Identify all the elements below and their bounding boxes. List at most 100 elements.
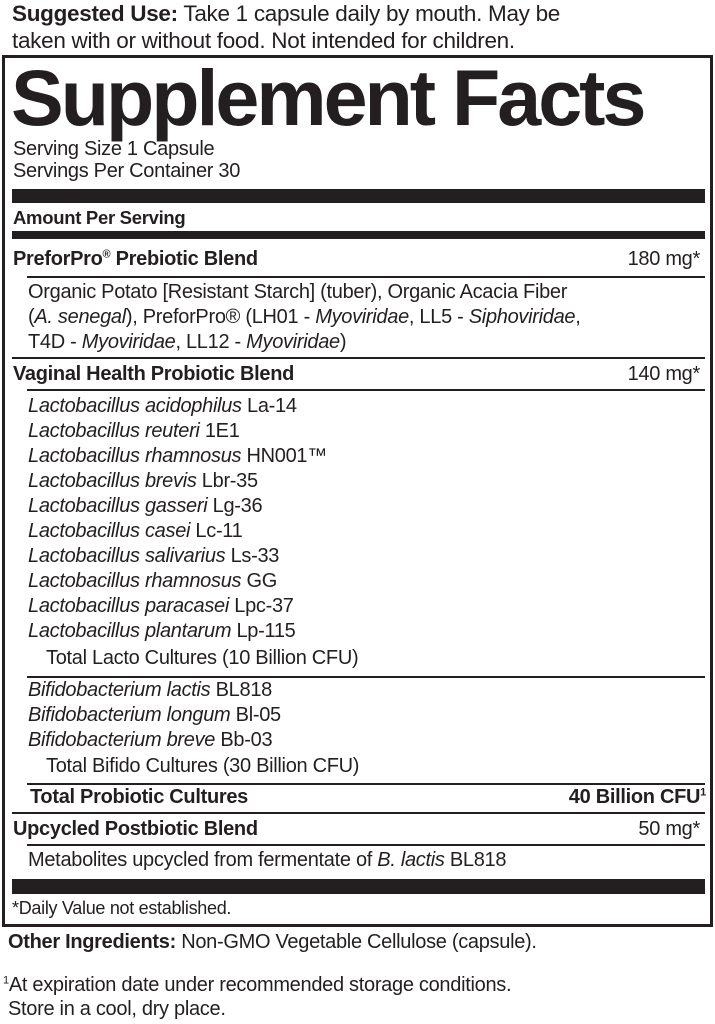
total-probiotic-name: Total Probiotic Cultures bbox=[30, 786, 248, 808]
species-name: Bifidobacterium lactis bbox=[28, 679, 211, 701]
strain-code: Lp-115 bbox=[231, 620, 296, 642]
species-name: Lactobacillus casei bbox=[28, 520, 191, 542]
divider bbox=[27, 389, 705, 391]
strain-item: Lactobacillus rhamnosus HN001™ bbox=[28, 444, 327, 469]
footnote: 1At expiration date under recommended st… bbox=[3, 973, 512, 1021]
other-ingredients: Other Ingredients: Non-GMO Vegetable Cel… bbox=[8, 930, 537, 955]
strain-code: Lbr-35 bbox=[196, 470, 258, 492]
thick-divider bbox=[12, 189, 705, 203]
suggested-use: Suggested Use: Take 1 capsule daily by m… bbox=[12, 0, 560, 54]
total-bifido: Total Bifido Cultures (30 Billion CFU) bbox=[46, 755, 360, 777]
registered-mark: ® bbox=[102, 248, 111, 261]
strain-code: Lc-11 bbox=[190, 520, 243, 542]
suggested-use-line2: taken with or without food. Not intended… bbox=[12, 28, 515, 53]
divider bbox=[27, 844, 705, 846]
species-name: Lactobacillus brevis bbox=[28, 470, 197, 492]
strain-code: GG bbox=[241, 570, 277, 592]
strain-item: Lactobacillus casei Lc-11 bbox=[28, 519, 243, 544]
species-name: Siphoviridae bbox=[468, 306, 576, 328]
prebiotic-ingredients-line2: (A. senegal), PreforPro® (LH01 - Myoviri… bbox=[28, 305, 581, 330]
strain-item: Bifidobacterium breve Bb-03 bbox=[28, 728, 273, 753]
strain-item: Lactobacillus plantarum Lp-115 bbox=[28, 619, 296, 644]
strain-item: Lactobacillus reuteri 1E1 bbox=[28, 419, 240, 444]
strain-item: Lactobacillus acidophilus La-14 bbox=[28, 394, 297, 419]
text-segment: , LL12 - bbox=[175, 331, 247, 353]
prebiotic-ingredients-line3: T4D - Myoviridae, LL12 - Myoviridae) bbox=[28, 330, 347, 355]
total-probiotic-value: 40 Billion CFU bbox=[568, 786, 701, 808]
postbiotic-description: Metabolites upcycled from fermentate of … bbox=[28, 848, 507, 873]
suggested-use-label: Suggested Use: bbox=[12, 1, 178, 26]
desc-strain: BL818 bbox=[444, 849, 507, 871]
postbiotic-name: Upcycled Postbiotic Blend bbox=[13, 818, 258, 840]
text-segment: ), PreforPro® (LH01 - bbox=[125, 306, 316, 328]
prebiotic-blend-name: PreforPro® Prebiotic Blend bbox=[13, 247, 258, 272]
text-segment: , bbox=[575, 306, 581, 328]
species-name: Lactobacillus gasseri bbox=[28, 495, 208, 517]
desc-species: B. lactis bbox=[377, 849, 445, 871]
footnote-line1: At expiration date under recommended sto… bbox=[8, 974, 512, 996]
strain-item: Bifidobacterium longum Bl-05 bbox=[28, 703, 281, 728]
strain-code: Lpc-37 bbox=[229, 595, 294, 617]
prebiotic-amount: 180 mg* bbox=[627, 248, 701, 270]
footnote-mark: 1 bbox=[700, 786, 706, 799]
strain-item: Lactobacillus brevis Lbr-35 bbox=[28, 469, 258, 494]
other-ingredients-label: Other Ingredients: bbox=[8, 931, 176, 953]
prebiotic-name: PreforPro bbox=[13, 248, 103, 270]
total-probiotic-amount: 40 Billion CFU1 bbox=[569, 785, 706, 810]
species-name: Myoviridae bbox=[81, 331, 176, 353]
divider bbox=[12, 357, 705, 359]
strain-item: Lactobacillus paracasei Lpc-37 bbox=[28, 594, 294, 619]
text-segment: ) bbox=[339, 331, 347, 353]
other-ingredients-text: Non-GMO Vegetable Cellulose (capsule). bbox=[175, 931, 537, 953]
text-segment: ( bbox=[28, 306, 35, 328]
thick-divider bbox=[12, 879, 705, 894]
amount-per-serving: Amount Per Serving bbox=[13, 207, 186, 228]
strain-code: 1E1 bbox=[199, 420, 240, 442]
prebiotic-ingredients-line1: Organic Potato [Resistant Starch] (tuber… bbox=[28, 281, 568, 303]
prebiotic-name-rest: Prebiotic Blend bbox=[110, 248, 259, 270]
species-name: Myoviridae bbox=[315, 306, 409, 328]
suggested-use-line1: Take 1 capsule daily by mouth. May be bbox=[183, 1, 560, 26]
species-name: Lactobacillus salivarius bbox=[28, 545, 226, 567]
species-name: Lactobacillus reuteri bbox=[28, 420, 200, 442]
footnote-line2: Store in a cool, dry place. bbox=[8, 998, 226, 1020]
medium-divider bbox=[12, 231, 705, 239]
species-name: Lactobacillus acidophilus bbox=[28, 395, 242, 417]
strain-code: BL818 bbox=[210, 679, 273, 701]
supplement-facts-panel bbox=[2, 55, 713, 927]
strain-item: Lactobacillus rhamnosus GG bbox=[28, 569, 277, 594]
daily-value-note: *Daily Value not established. bbox=[12, 898, 232, 918]
divider bbox=[12, 812, 705, 814]
strain-item: Lactobacillus gasseri Lg-36 bbox=[28, 494, 263, 519]
strain-code: Bl-05 bbox=[230, 704, 282, 726]
total-lacto: Total Lacto Cultures (10 Billion CFU) bbox=[46, 647, 359, 669]
vaginal-blend-name: Vaginal Health Probiotic Blend bbox=[13, 363, 295, 385]
strain-code: HN001™ bbox=[241, 445, 327, 467]
panel-title: Supplement Facts bbox=[11, 53, 646, 142]
strain-item: Bifidobacterium lactis BL818 bbox=[28, 678, 272, 703]
postbiotic-amount: 50 mg* bbox=[638, 818, 700, 840]
serving-size: Serving Size 1 Capsule bbox=[13, 138, 215, 160]
footnote-mark: 1 bbox=[3, 974, 9, 987]
species-name: Bifidobacterium breve bbox=[28, 729, 216, 751]
divider bbox=[27, 676, 705, 678]
desc-text: Metabolites upcycled from fermentate of bbox=[28, 849, 378, 871]
divider bbox=[27, 783, 705, 785]
strain-code: La-14 bbox=[241, 395, 297, 417]
vaginal-blend-amount: 140 mg* bbox=[627, 363, 701, 385]
strain-code: Lg-36 bbox=[207, 495, 263, 517]
species-name: Bifidobacterium longum bbox=[28, 704, 231, 726]
species-name: Lactobacillus paracasei bbox=[28, 595, 230, 617]
strain-item: Lactobacillus salivarius Ls-33 bbox=[28, 544, 279, 569]
species-name: Lactobacillus rhamnosus bbox=[28, 445, 242, 467]
strain-code: Ls-33 bbox=[225, 545, 280, 567]
text-segment: T4D - bbox=[28, 331, 82, 353]
species-name: Myoviridae bbox=[246, 331, 340, 353]
divider bbox=[27, 276, 705, 278]
servings-per-container: Servings Per Container 30 bbox=[13, 160, 241, 182]
species-name: Lactobacillus rhamnosus bbox=[28, 570, 242, 592]
text-segment: , LL5 - bbox=[408, 306, 469, 328]
species-name: A. senegal bbox=[34, 306, 126, 328]
species-name: Lactobacillus plantarum bbox=[28, 620, 232, 642]
strain-code: Bb-03 bbox=[215, 729, 273, 751]
